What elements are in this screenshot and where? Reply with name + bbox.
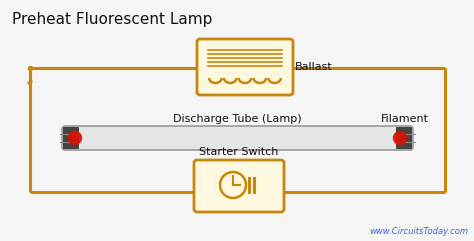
Text: Ballast: Ballast [295, 62, 333, 72]
FancyBboxPatch shape [62, 126, 413, 150]
Text: Filament: Filament [381, 114, 429, 124]
Text: Preheat Fluorescent Lamp: Preheat Fluorescent Lamp [12, 12, 212, 27]
Circle shape [393, 132, 407, 145]
Text: Discharge Tube (Lamp): Discharge Tube (Lamp) [173, 114, 301, 124]
FancyBboxPatch shape [63, 127, 79, 149]
FancyBboxPatch shape [396, 127, 412, 149]
FancyBboxPatch shape [197, 39, 293, 95]
Text: Starter Switch: Starter Switch [199, 147, 279, 157]
FancyBboxPatch shape [194, 160, 284, 212]
Text: www.CircuitsToday.com: www.CircuitsToday.com [369, 227, 468, 236]
Circle shape [69, 132, 82, 145]
